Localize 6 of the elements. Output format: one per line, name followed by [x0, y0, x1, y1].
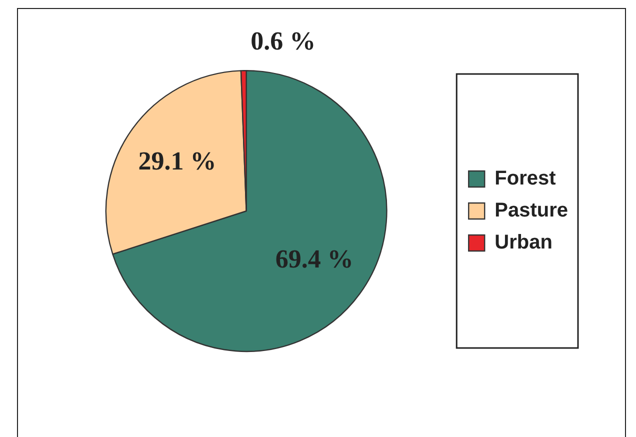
legend-label: Urban: [494, 232, 552, 254]
data-label: 29.1 %: [138, 146, 216, 176]
data-label: 69.4 %: [275, 244, 354, 274]
legend-label: Pasture: [494, 200, 568, 222]
data-label: 0.6 %: [250, 26, 316, 56]
legend-label: Forest: [494, 168, 556, 190]
